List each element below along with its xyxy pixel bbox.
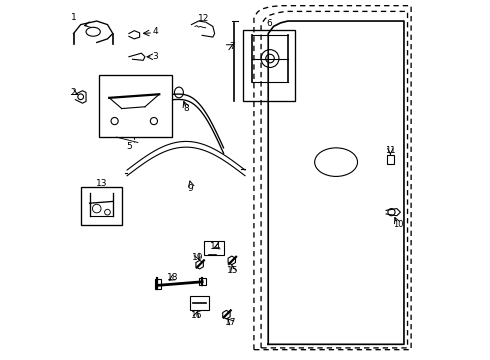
Text: 12: 12 [198, 14, 210, 23]
Bar [155, 279, 161, 289]
Text: 15: 15 [227, 266, 238, 275]
Text: 6: 6 [267, 19, 272, 28]
Text: 18: 18 [167, 273, 178, 282]
Bar [243, 30, 295, 102]
Text: 13: 13 [96, 179, 107, 188]
Bar [190, 296, 209, 310]
Bar [204, 242, 223, 255]
Text: 14: 14 [210, 242, 221, 251]
Bar [387, 155, 393, 164]
Text: 19: 19 [192, 253, 204, 262]
Text: 3: 3 [152, 52, 158, 61]
Text: 7: 7 [229, 41, 235, 50]
Text: 9: 9 [188, 184, 194, 193]
Text: 11: 11 [385, 146, 395, 155]
Text: 17: 17 [225, 318, 237, 327]
Text: 5: 5 [126, 141, 132, 150]
Text: 8: 8 [183, 104, 189, 113]
Text: 1: 1 [72, 13, 77, 22]
Text: 2: 2 [70, 88, 75, 97]
Bar [199, 278, 206, 285]
Text: 16: 16 [191, 311, 202, 320]
Text: 4: 4 [152, 27, 158, 36]
Bar [98, 75, 172, 137]
Bar [81, 187, 122, 225]
Text: 10: 10 [392, 220, 403, 229]
